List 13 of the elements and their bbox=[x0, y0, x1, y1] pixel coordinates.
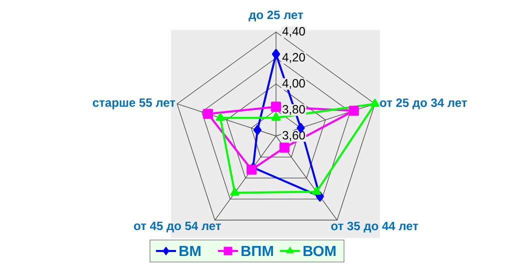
spoke-label: от 35 до 44 лет bbox=[331, 222, 418, 233]
y-tick-label: 3,80 bbox=[282, 105, 305, 115]
legend-label: ВМ bbox=[180, 246, 200, 256]
legend-label: ВОМ bbox=[304, 246, 336, 256]
y-tick-label: 4,00 bbox=[282, 79, 305, 89]
spoke-label: от 25 до 34 лет bbox=[380, 98, 467, 110]
legend-label: ВПМ bbox=[242, 246, 273, 256]
spoke-label: до 25 лет bbox=[248, 10, 304, 22]
y-tick-label: 3,60 bbox=[282, 131, 305, 141]
y-tick-label: 4,20 bbox=[282, 53, 305, 63]
spoke-label: старше 55 лет bbox=[92, 98, 176, 110]
spoke-label: от 45 до 54 лет bbox=[134, 222, 221, 232]
y-tick-label: 4,40 bbox=[282, 27, 305, 37]
